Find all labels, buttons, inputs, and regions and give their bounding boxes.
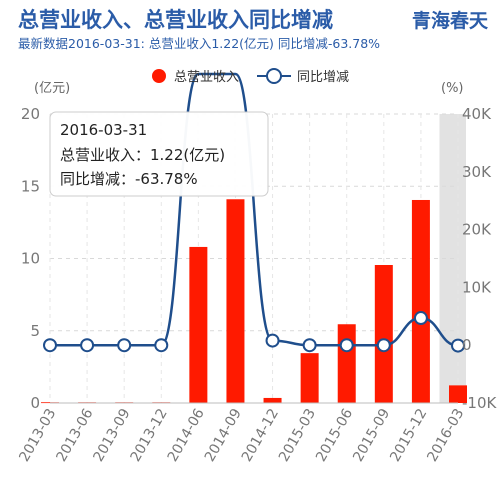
- bar-revenue-2015-03: [300, 353, 319, 403]
- chart-title: 总营业收入、总营业收入同比增减: [18, 8, 333, 32]
- right-tick-label: 40K: [462, 105, 492, 123]
- bar-revenue-2014-12: [263, 397, 282, 403]
- left-axis-unit: (亿元): [34, 81, 70, 96]
- tooltip: 2016-03-31 总营业收入：1.22(亿元) 同比增减：-63.78%: [49, 111, 269, 197]
- x-tick-label: 2016-03: [424, 406, 467, 465]
- legend-bar-marker: [152, 69, 166, 83]
- bar-revenue-2014-06: [189, 246, 208, 403]
- right-tick-label: -10K: [462, 394, 497, 412]
- point-yoy-2015-09: [376, 338, 391, 353]
- right-tick-label: 10K: [462, 278, 492, 296]
- bar-revenue-2015-06: [337, 324, 356, 403]
- bar-revenue-2014-09: [226, 199, 245, 403]
- point-yoy-2016-03: [451, 338, 465, 353]
- right-tick-label: 30K: [462, 163, 492, 181]
- brand-logo: 青海春天: [411, 10, 488, 32]
- right-tick-label: 20K: [462, 221, 492, 239]
- point-yoy-2013-03: [43, 338, 57, 353]
- bar-revenue-2016-03: [449, 385, 467, 403]
- tooltip-yoy: 同比增减：-63.78%: [60, 170, 198, 188]
- bar-revenue-2015-09: [374, 265, 393, 403]
- left-tick-label: 15: [21, 177, 40, 195]
- legend-bar-label: 总营业收入: [174, 70, 239, 85]
- left-tick-label: 0: [30, 394, 40, 412]
- point-yoy-2013-09: [117, 338, 132, 353]
- left-tick-label: 5: [30, 322, 40, 340]
- point-yoy-2013-12: [154, 338, 169, 353]
- tooltip-revenue: 总营业收入：1.22(亿元): [60, 146, 225, 164]
- point-yoy-2015-03: [302, 338, 317, 353]
- tooltip-date: 2016-03-31: [60, 121, 147, 139]
- right-axis-unit: (%): [441, 81, 464, 96]
- point-yoy-2015-06: [339, 338, 354, 353]
- legend-line-dot: [266, 68, 282, 84]
- legend-line-label: 同比增减: [297, 70, 349, 85]
- point-yoy-2015-12: [413, 311, 428, 326]
- chart-subtitle: 最新数据2016-03-31: 总营业收入1.22(亿元) 同比增减-63.78…: [18, 36, 381, 51]
- left-tick-label: 20: [21, 105, 40, 123]
- legend: 总营业收入 同比增减: [152, 68, 349, 85]
- right-tick-label: 0: [462, 336, 472, 354]
- bar-revenue-2015-12: [411, 199, 430, 403]
- point-yoy-2013-06: [80, 338, 95, 353]
- left-tick-label: 10: [21, 250, 40, 268]
- point-yoy-2014-12: [265, 333, 280, 348]
- tooltip-box: [49, 111, 269, 197]
